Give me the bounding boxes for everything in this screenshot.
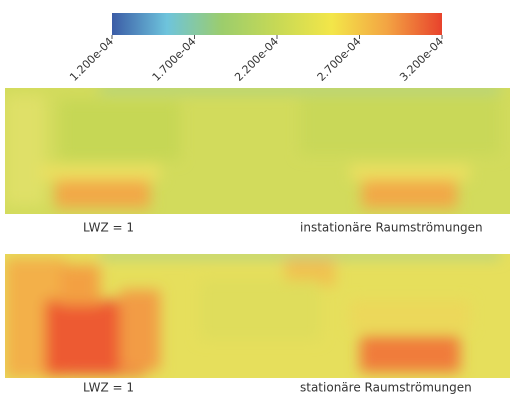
contour-plot (5, 254, 510, 378)
panel-label: LWZ = 1 (83, 381, 134, 395)
panel-caption: instationäre Raumströmungen (300, 221, 483, 235)
panel-label: LWZ = 1 (83, 221, 134, 235)
tick-label: 1.200e-04 (67, 35, 116, 84)
tick-label: 2.700e-04 (315, 35, 364, 84)
colorbar (112, 13, 442, 35)
panel-caption: stationäre Raumströmungen (300, 381, 472, 395)
contour-plot (5, 88, 510, 214)
tick-label: 3.200e-04 (397, 35, 446, 84)
tick-label: 1.700e-04 (150, 35, 199, 84)
tick-label: 2.200e-04 (232, 35, 281, 84)
